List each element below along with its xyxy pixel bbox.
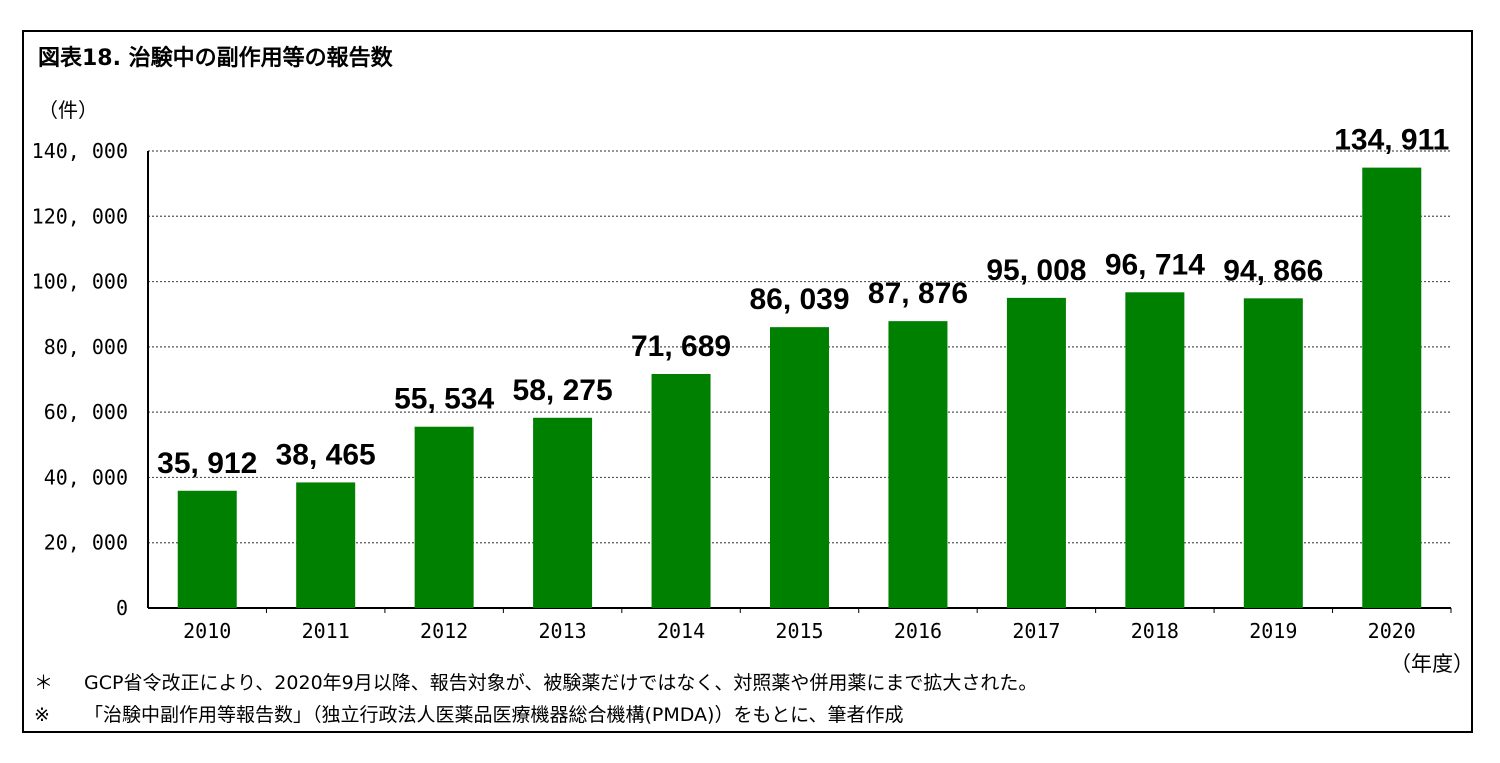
x-tick-label: 2016: [894, 619, 942, 643]
data-label: 38, 465: [276, 438, 376, 471]
bar: [1006, 297, 1066, 608]
x-tick-label: 2017: [1012, 619, 1060, 643]
x-tick-label: 2011: [302, 619, 350, 643]
data-label: 96, 714: [1105, 248, 1205, 281]
data-label: 35, 912: [157, 447, 257, 480]
chart-title: 図表18. 治験中の副作用等の報告数: [38, 46, 393, 71]
chart-frame: 図表18. 治験中の副作用等の報告数 （件） （年度） ＊ GCP省令改正により、…: [22, 30, 1474, 733]
y-tick-label: 100, 000: [32, 270, 128, 294]
bar: [1125, 292, 1185, 608]
data-label: 94, 866: [1223, 254, 1323, 287]
data-label: 134, 911: [1334, 124, 1449, 157]
footnote-1-text: GCP省令改正により、2020年9月以降、報告対象が、被験薬だけではなく、対照薬…: [84, 672, 1038, 694]
data-label: 58, 275: [513, 374, 613, 407]
bar: [177, 490, 237, 608]
y-tick-label: 120, 000: [32, 204, 128, 228]
data-label: 95, 008: [986, 254, 1086, 287]
data-label: 71, 689: [631, 330, 731, 363]
y-tick-label: 20, 000: [44, 531, 128, 555]
x-tick-label: 2012: [420, 619, 468, 643]
x-tick-label: 2014: [657, 619, 705, 643]
bar: [888, 321, 948, 608]
bar: [414, 426, 474, 608]
y-tick-label: 40, 000: [44, 465, 128, 489]
y-tick-label: 140, 000: [32, 139, 128, 163]
bar: [1243, 298, 1303, 608]
bar: [651, 373, 711, 608]
data-label: 55, 534: [394, 383, 494, 416]
footnote-2-text: 「治験中副作用等報告数」（独立行政法人医薬品医療機器総合機構(PMDA)）をもと…: [84, 704, 904, 726]
bar: [1362, 167, 1422, 609]
y-axis-unit: （件）: [38, 98, 98, 122]
x-tick-label: 2018: [1131, 619, 1179, 643]
footnote-2-mark: ※: [34, 704, 50, 726]
footnote-2: ※ 「治験中副作用等報告数」（独立行政法人医薬品医療機器総合機構(PMDA)）をも…: [34, 700, 904, 727]
bar: [533, 417, 593, 608]
data-label: 87, 876: [868, 277, 968, 310]
x-tick-label: 2013: [539, 619, 587, 643]
bar: [770, 327, 829, 608]
y-tick-label: 80, 000: [44, 335, 128, 359]
x-axis-unit: （年度）: [1390, 652, 1474, 676]
x-tick-label: 2019: [1249, 619, 1297, 643]
x-tick-label: 2010: [183, 619, 231, 643]
data-label: 86, 039: [749, 283, 849, 316]
footnote-1-mark: ＊: [34, 672, 54, 694]
x-tick-label: 2015: [775, 619, 823, 643]
y-tick-label: 0: [116, 596, 128, 620]
bar: [296, 482, 356, 608]
x-tick-label: 2020: [1368, 619, 1416, 643]
footnote-1: ＊ GCP省令改正により、2020年9月以降、報告対象が、被験薬だけではなく、対照…: [34, 668, 1037, 695]
y-tick-label: 60, 000: [44, 400, 128, 424]
